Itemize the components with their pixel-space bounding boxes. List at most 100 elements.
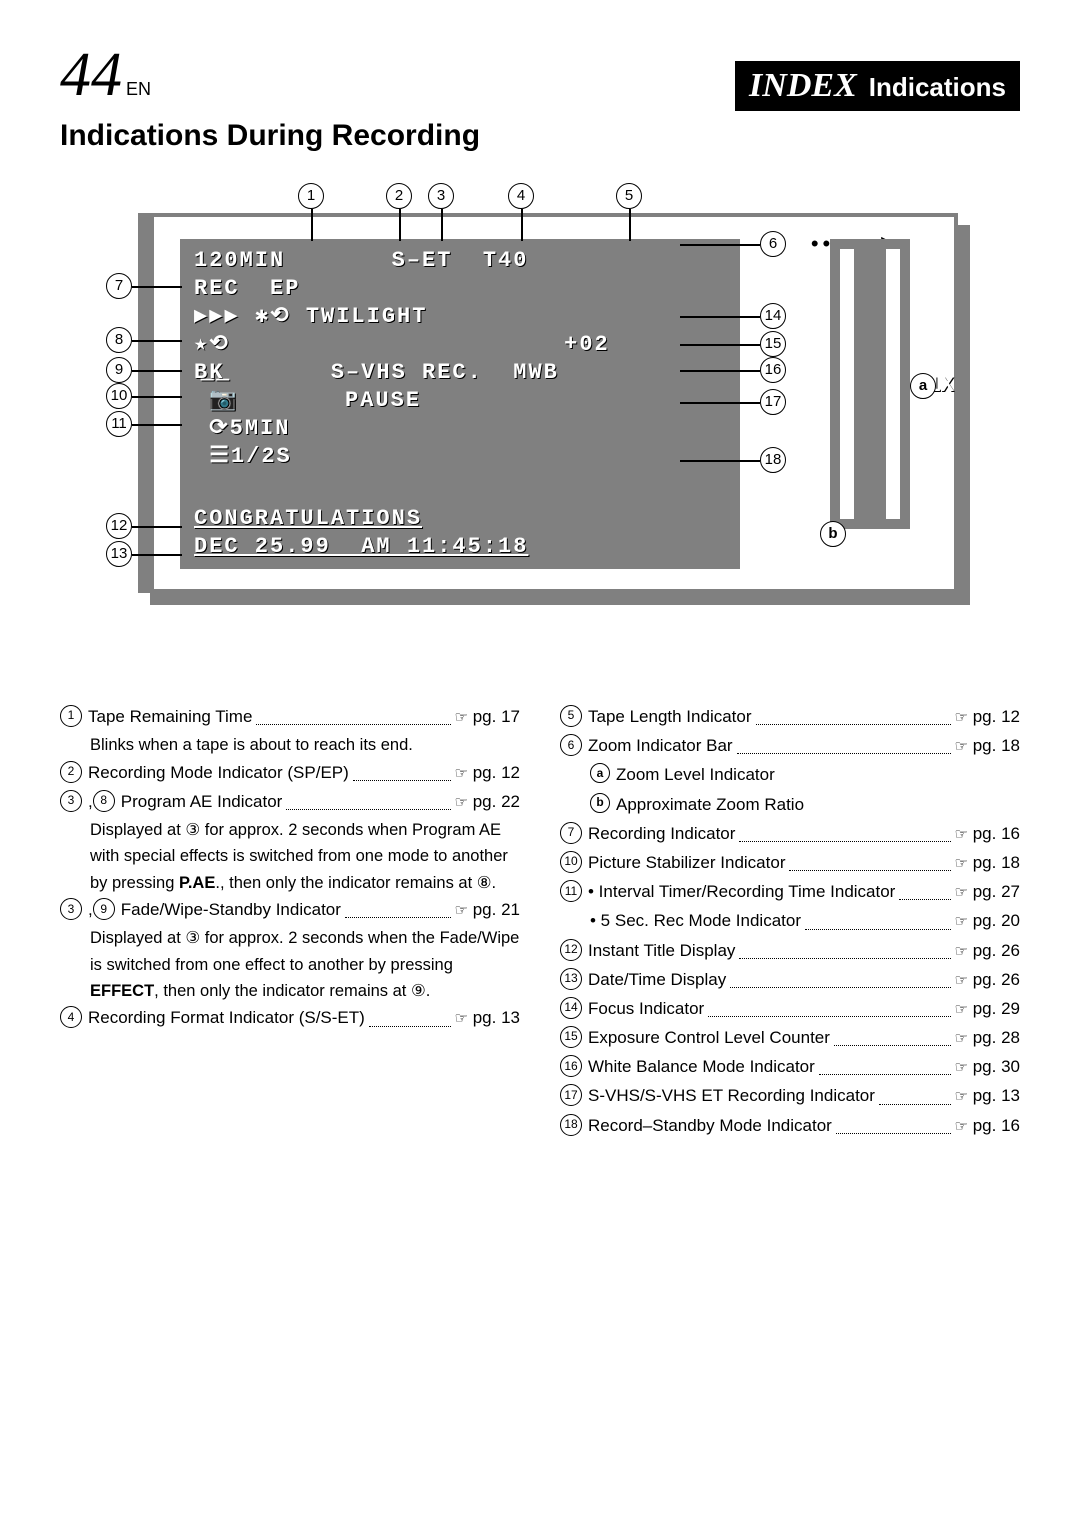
callout-6: 6	[760, 231, 786, 257]
page-ref: ☞ pg. 17	[455, 703, 520, 730]
callout-17: 17	[760, 389, 786, 415]
leader	[311, 209, 313, 241]
ref-text: Approximate Zoom Ratio	[616, 791, 1020, 818]
ref-text: Picture Stabilizer Indicator☞ pg. 18	[588, 849, 1020, 876]
leader	[680, 460, 760, 462]
callout-2: 2	[386, 183, 412, 209]
ref-item: 16White Balance Mode Indicator☞ pg. 30	[560, 1053, 1020, 1080]
ref-num: 14	[560, 997, 582, 1019]
callout-b: b	[820, 521, 846, 547]
page-ref: ☞ pg. 18	[955, 849, 1020, 876]
ref-item: 5Tape Length Indicator☞ pg. 12	[560, 703, 1020, 730]
ref-item: 7 Recording Indicator☞ pg. 16	[560, 820, 1020, 847]
page-ref: ☞ pg. 20	[955, 907, 1020, 934]
ref-item: 13 Date/Time Display☞ pg. 26	[560, 966, 1020, 993]
ref-text: Tape Length Indicator☞ pg. 12	[588, 703, 1020, 730]
accent-bar	[142, 217, 154, 589]
ref-text: Fade/Wipe-Standby Indicator☞ pg. 21	[121, 896, 520, 923]
ref-text: Recording Mode Indicator (SP/EP)☞ pg. 12	[88, 759, 520, 786]
ref-item: 10Picture Stabilizer Indicator☞ pg. 18	[560, 849, 1020, 876]
ref-text: • 5 Sec. Rec Mode Indicator☞ pg. 20	[590, 907, 1020, 934]
leader	[680, 244, 760, 246]
page-header: 44EN INDEX Indications	[60, 40, 1020, 111]
page-ref: ☞ pg. 26	[955, 966, 1020, 993]
callout-8: 8	[106, 327, 132, 353]
ref-text: Record–Standby Mode Indicator☞ pg. 16	[588, 1112, 1020, 1139]
callout-7: 7	[106, 273, 132, 299]
ref-num: 15	[560, 1026, 582, 1048]
ref-item: 14Focus Indicator☞ pg. 29	[560, 995, 1020, 1022]
callout-11: 11	[106, 411, 132, 437]
callout-15: 15	[760, 331, 786, 357]
zoom-col-left	[840, 249, 854, 519]
page-ref: ☞ pg. 13	[955, 1082, 1020, 1109]
ref-text: Program AE Indicator☞ pg. 22	[121, 788, 520, 815]
leader	[629, 209, 631, 241]
leader	[680, 370, 760, 372]
zoom-col-right	[886, 249, 900, 519]
callout-5: 5	[616, 183, 642, 209]
ref-num: 3	[60, 790, 82, 812]
page-ref: ☞ pg. 26	[955, 937, 1020, 964]
page-ref: ☞ pg. 21	[455, 896, 520, 923]
ref-item: 3,8Program AE Indicator☞ pg. 22	[60, 788, 520, 815]
ref-item: 6Zoom Indicator Bar☞ pg. 18	[560, 732, 1020, 759]
osd-line-8: ☰1/2S	[194, 443, 726, 471]
leader	[441, 209, 443, 241]
page-ref: ☞ pg. 28	[955, 1024, 1020, 1051]
leader	[132, 526, 182, 528]
ref-item: 17 S-VHS/S-VHS ET Recording Indicator☞ pg…	[560, 1082, 1020, 1109]
ref-letter: a	[590, 763, 610, 783]
ref-item: bApproximate Zoom Ratio	[590, 791, 1020, 818]
page-number: 44	[60, 41, 122, 109]
ref-text: S-VHS/S-VHS ET Recording Indicator☞ pg. …	[588, 1082, 1020, 1109]
ref-num: 9	[93, 898, 115, 920]
leader	[132, 340, 182, 342]
leader	[132, 370, 182, 372]
ref-item: 2Recording Mode Indicator (SP/EP)☞ pg. 1…	[60, 759, 520, 786]
ref-item: 11• Interval Timer/Recording Time Indica…	[560, 878, 1020, 905]
osd-line-7: ⟳5MIN	[194, 415, 726, 443]
osd-line-6: 📷 PAUSE	[194, 387, 726, 415]
ref-sub: Displayed at ③ for approx. 2 seconds whe…	[90, 817, 520, 896]
ref-text: Recording Indicator☞ pg. 16	[588, 820, 1020, 847]
page-ref: ☞ pg. 27	[955, 878, 1020, 905]
ref-sub: Displayed at ③ for approx. 2 seconds whe…	[90, 925, 520, 1004]
ref-text: Date/Time Display☞ pg. 26	[588, 966, 1020, 993]
callout-1: 1	[298, 183, 324, 209]
callout-4: 4	[508, 183, 534, 209]
ref-item: 1Tape Remaining Time☞ pg. 17	[60, 703, 520, 730]
osd-diagram: 120MIN S–ET T40 REC EP ▶▶▶ ✱⟲ TWILIGHT ★…	[80, 183, 1000, 643]
leader	[521, 209, 523, 241]
ref-num: 17	[560, 1084, 582, 1106]
page-ref: ☞ pg. 29	[955, 995, 1020, 1022]
ref-text: White Balance Mode Indicator☞ pg. 30	[588, 1053, 1020, 1080]
osd-line-3: ▶▶▶ ✱⟲ TWILIGHT	[194, 303, 726, 331]
ref-text: • Interval Timer/Recording Time Indicato…	[588, 878, 1020, 905]
page-ref: ☞ pg. 16	[955, 820, 1020, 847]
page-ref: ☞ pg. 22	[455, 788, 520, 815]
callout-3: 3	[428, 183, 454, 209]
page-ref: ☞ pg. 16	[955, 1112, 1020, 1139]
leader	[680, 344, 760, 346]
page-number-block: 44EN	[60, 40, 151, 111]
leader	[680, 402, 760, 404]
osd-title-line: CONGRATULATIONS	[194, 505, 528, 533]
page-ref: ☞ pg. 13	[455, 1004, 520, 1031]
index-subtitle: Indications	[869, 72, 1006, 103]
ref-num: 7	[560, 822, 582, 844]
callout-18: 18	[760, 447, 786, 473]
index-title: INDEX	[749, 67, 857, 105]
leader	[132, 286, 182, 288]
leader	[399, 209, 401, 241]
leader	[132, 424, 182, 426]
index-header: INDEX Indications	[735, 61, 1020, 111]
ref-item: 12Instant Title Display☞ pg. 26	[560, 937, 1020, 964]
ref-num: 13	[560, 968, 582, 990]
zoom-bar	[830, 239, 910, 529]
section-title: Indications During Recording	[60, 119, 1020, 153]
ref-text: Exposure Control Level Counter☞ pg. 28	[588, 1024, 1020, 1051]
osd-line-1: 120MIN S–ET T40	[194, 247, 726, 275]
ref-item: aZoom Level Indicator	[590, 761, 1020, 788]
ref-item: 4Recording Format Indicator (S/S-ET)☞ pg…	[60, 1004, 520, 1031]
